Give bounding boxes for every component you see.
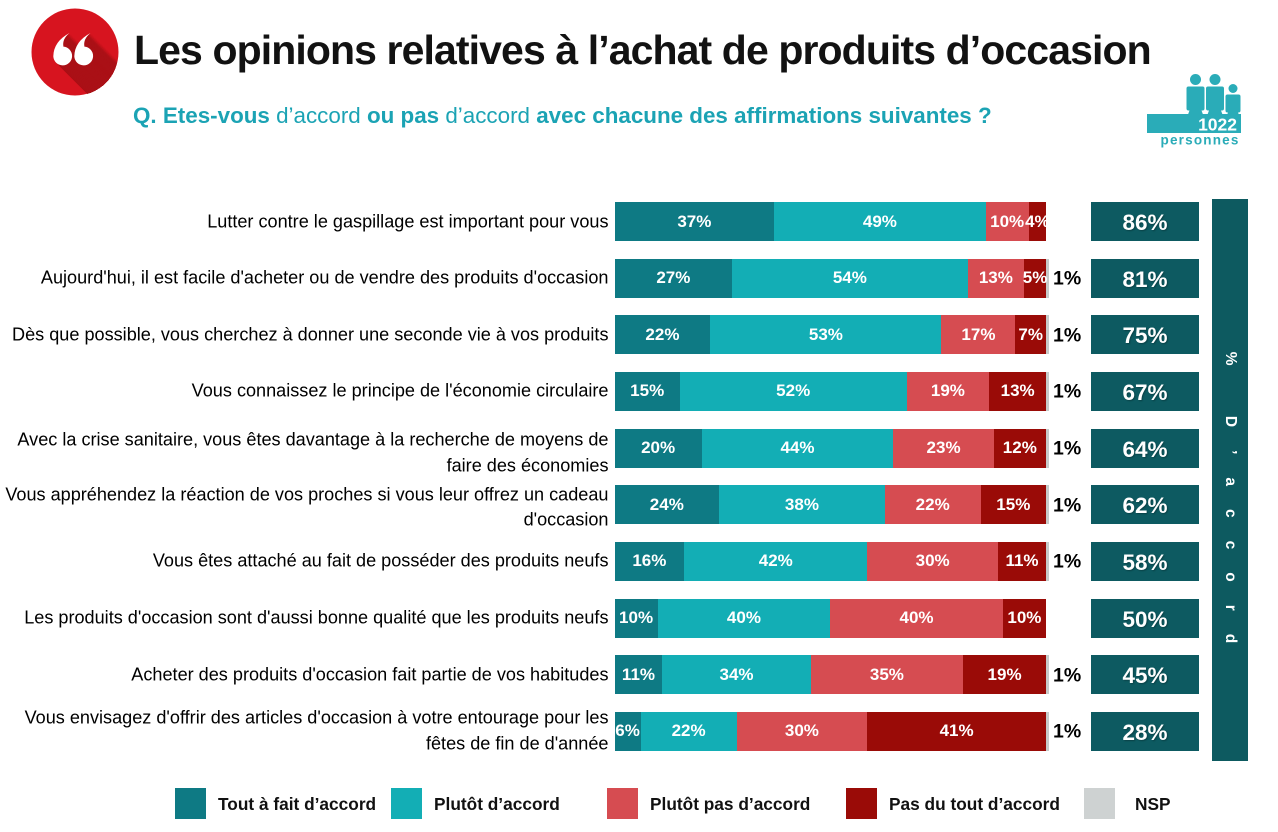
svg-text:personnes: personnes — [1161, 133, 1240, 148]
svg-text:1022: 1022 — [1198, 115, 1237, 135]
